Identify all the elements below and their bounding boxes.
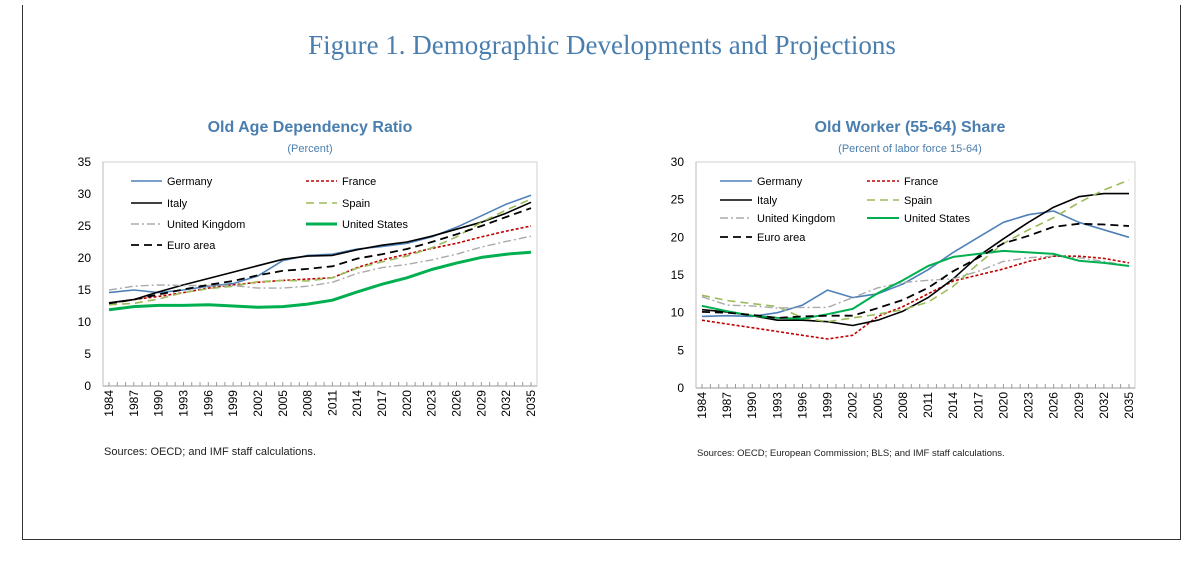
legend-label: Spain <box>904 195 932 207</box>
x-tick-label: 1984 <box>102 390 116 417</box>
x-tick-label: 1987 <box>127 390 141 417</box>
series-line-united-kingdom <box>108 235 532 291</box>
x-tick-label: 2011 <box>325 390 339 416</box>
y-tick-label: 10 <box>671 306 685 320</box>
x-tick-label: 2026 <box>1047 392 1061 419</box>
x-tick-label: 2017 <box>971 392 985 419</box>
series-line-euro-area <box>701 222 1130 319</box>
legend-label: United States <box>342 219 409 231</box>
x-tick-label: 2032 <box>499 390 513 417</box>
x-tick-label: 2023 <box>1022 392 1036 419</box>
x-tick-label: 1996 <box>795 392 809 419</box>
x-tick-label: 1993 <box>176 390 190 417</box>
x-tick-label: 2035 <box>524 390 538 417</box>
series-line-united-states <box>108 250 532 312</box>
chart-title-right: Old Worker (55-64) Share <box>814 119 1006 136</box>
x-tick-label: 2005 <box>871 392 885 419</box>
x-tick-label: 2029 <box>1072 392 1086 419</box>
y-tick-label: 30 <box>78 187 92 201</box>
y-tick-label: 25 <box>671 193 685 207</box>
figure-frame <box>22 5 1181 540</box>
chart-subtitle-right: (Percent of labor force 15-64) <box>838 143 982 155</box>
y-tick-label: 15 <box>671 268 685 282</box>
series-line-spain <box>108 198 532 306</box>
x-tick-label: 2005 <box>276 390 290 417</box>
series-line-euro-area <box>108 207 532 305</box>
y-tick-label: 25 <box>78 219 92 233</box>
x-tick-label: 2023 <box>425 390 439 417</box>
legend-label: Italy <box>757 195 778 207</box>
y-tick-label: 5 <box>677 343 684 357</box>
x-tick-label: 2032 <box>1097 392 1111 419</box>
y-tick-label: 0 <box>677 381 684 395</box>
x-tick-label: 1999 <box>821 392 835 419</box>
y-tick-label: 30 <box>671 155 685 169</box>
x-tick-label: 2020 <box>400 390 414 417</box>
x-tick-label: 1990 <box>745 392 759 419</box>
legend-label: Euro area <box>757 232 806 244</box>
x-tick-label: 2014 <box>946 392 960 419</box>
legend-label: Germany <box>757 176 803 188</box>
x-tick-label: 1990 <box>152 390 166 417</box>
y-tick-label: 20 <box>671 230 685 244</box>
y-tick-label: 10 <box>78 315 92 329</box>
y-tick-label: 35 <box>78 155 92 169</box>
y-tick-label: 20 <box>78 251 92 265</box>
x-tick-label: 1993 <box>770 392 784 419</box>
x-tick-label: 1987 <box>720 392 734 419</box>
x-tick-label: 2008 <box>896 392 910 419</box>
legend-label: Spain <box>342 198 370 210</box>
x-tick-label: 1999 <box>226 390 240 417</box>
legend-label: United Kingdom <box>757 213 835 225</box>
y-tick-label: 15 <box>78 283 92 297</box>
x-tick-label: 2014 <box>350 390 364 417</box>
chart-title-left: Old Age Dependency Ratio <box>207 119 413 136</box>
legend-label: United Kingdom <box>167 219 245 231</box>
series-line-united-kingdom <box>701 255 1130 309</box>
x-tick-label: 1996 <box>201 390 215 417</box>
x-tick-label: 2008 <box>301 390 315 417</box>
series-line-germany <box>701 210 1130 318</box>
x-tick-label: 2002 <box>846 392 860 419</box>
legend-label: Euro area <box>167 240 216 252</box>
legend-label: France <box>904 176 938 188</box>
series-line-italy <box>701 192 1129 327</box>
x-tick-label: 2026 <box>450 390 464 417</box>
source-note-left: Sources: OECD; and IMF staff calculation… <box>104 446 316 458</box>
x-tick-label: 2017 <box>375 390 389 417</box>
series-line-france <box>701 255 1130 340</box>
x-tick-label: 2035 <box>1122 392 1136 419</box>
y-tick-label: 5 <box>84 347 91 361</box>
series-line-united-states <box>701 249 1130 320</box>
y-tick-label: 0 <box>84 379 91 393</box>
x-tick-label: 2020 <box>996 392 1010 419</box>
x-tick-label: 1984 <box>695 392 709 419</box>
series-line-spain <box>701 179 1130 323</box>
figure-title: Figure 1. Demographic Developments and P… <box>308 30 896 60</box>
chart-subtitle-left: (Percent) <box>287 143 333 155</box>
x-tick-label: 2029 <box>474 390 488 417</box>
source-note-right: Sources: OECD; European Commission; BLS;… <box>697 448 1005 459</box>
legend-label: Italy <box>167 198 188 210</box>
x-tick-label: 2002 <box>251 390 265 417</box>
legend-label: Germany <box>167 176 213 188</box>
legend-label: France <box>342 176 376 188</box>
legend-label: United States <box>904 213 971 225</box>
x-tick-label: 2011 <box>921 392 935 418</box>
